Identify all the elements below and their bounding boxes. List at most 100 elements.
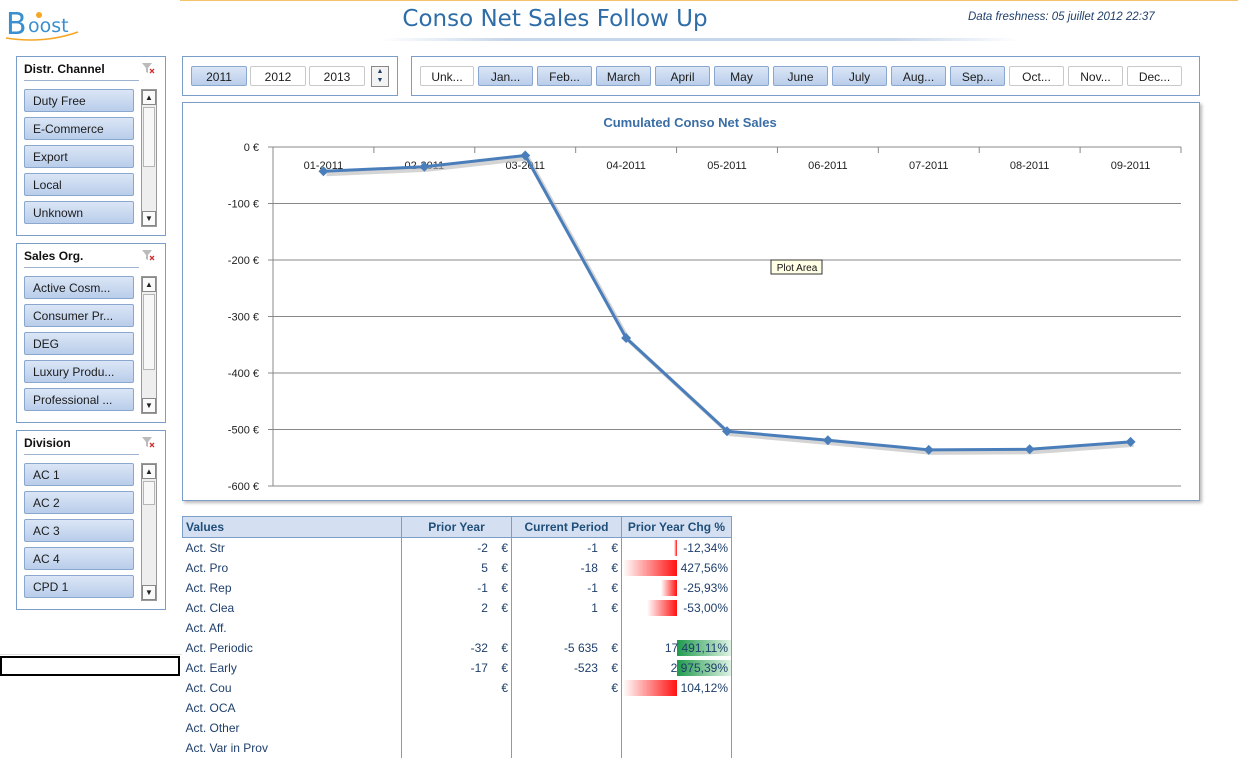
- row-label[interactable]: Act. OCA: [185, 701, 236, 715]
- chart-title: Cumulated Conso Net Sales: [603, 115, 776, 130]
- slicer-item[interactable]: AC 3: [24, 519, 134, 542]
- value: -1: [587, 541, 598, 555]
- month-button[interactable]: Feb...: [537, 66, 592, 86]
- row-label[interactable]: Act. Aff.: [185, 621, 227, 635]
- month-button[interactable]: June: [773, 66, 828, 86]
- clear-filter-icon[interactable]: [141, 249, 155, 261]
- row-label[interactable]: Act. Rep: [185, 581, 232, 595]
- prior-year-chg-cell: 2 975,39%: [621, 658, 732, 678]
- year-spinner[interactable]: ▲ ▼: [371, 66, 389, 87]
- month-button[interactable]: May: [714, 66, 769, 86]
- value: -1: [477, 581, 488, 595]
- month-button[interactable]: Dec...: [1127, 66, 1182, 86]
- prior-year-chg-cell: [621, 618, 732, 638]
- data-point[interactable]: [318, 166, 329, 177]
- slicer-item[interactable]: E-Commerce: [24, 117, 134, 140]
- row-label[interactable]: Act. Pro: [185, 561, 229, 575]
- percent-value: 17 491,11%: [664, 641, 728, 655]
- prior-year-chg-cell: -12,34%: [621, 537, 732, 558]
- slicer-item[interactable]: Unknown: [24, 201, 134, 224]
- slicer-item[interactable]: AC 4: [24, 547, 134, 570]
- boost-logo: B oost: [5, 7, 79, 42]
- slicer-item[interactable]: CPD 1: [24, 575, 134, 598]
- scroll-down-icon[interactable]: ▼: [142, 398, 156, 413]
- row-label[interactable]: Act. Periodic: [185, 641, 253, 655]
- row-label[interactable]: Act. Str: [185, 541, 225, 555]
- slicer-item[interactable]: Luxury Produ...: [24, 360, 134, 383]
- table-row: Act. Aff.: [183, 618, 732, 638]
- scroll-up-icon[interactable]: ▲: [142, 277, 156, 292]
- slicer-item[interactable]: AC 1: [24, 463, 134, 486]
- slicer-distr-channel: Distr. Channel Duty Free E-Commerce Expo…: [16, 56, 166, 236]
- scrollbar[interactable]: ▲ ▼: [141, 89, 157, 227]
- slicer-item[interactable]: Local: [24, 173, 134, 196]
- month-button[interactable]: April: [655, 66, 710, 86]
- title-underline: [380, 38, 1020, 41]
- row-label[interactable]: Act. Clea: [185, 601, 235, 615]
- col-header-values[interactable]: Values: [182, 516, 402, 538]
- slicer-item[interactable]: DEG: [24, 332, 134, 355]
- prior-year-cell: -32 €: [401, 638, 512, 658]
- spin-down-icon[interactable]: ▼: [376, 77, 384, 84]
- tooltip-text: Plot Area: [777, 263, 818, 274]
- month-button[interactable]: Sep...: [950, 66, 1005, 86]
- scroll-thumb[interactable]: [143, 107, 155, 167]
- data-point[interactable]: [1024, 444, 1035, 455]
- month-button[interactable]: Jan...: [478, 66, 533, 86]
- scroll-down-icon[interactable]: ▼: [142, 585, 156, 600]
- prior-year-chg-cell: [621, 738, 732, 758]
- y-tick-label: -100 €: [228, 199, 259, 211]
- data-point[interactable]: [722, 426, 732, 437]
- data-point[interactable]: [621, 332, 632, 343]
- data-point[interactable]: [520, 150, 531, 161]
- scroll-up-icon[interactable]: ▲: [142, 464, 156, 479]
- month-button[interactable]: Aug...: [891, 66, 946, 86]
- current-period-cell: [511, 618, 622, 638]
- clear-filter-icon[interactable]: [141, 62, 155, 74]
- scroll-down-icon[interactable]: ▼: [142, 211, 156, 226]
- row-label[interactable]: Act. Early: [185, 661, 237, 675]
- prior-year-cell: [401, 738, 512, 758]
- slicer-item[interactable]: Duty Free: [24, 89, 134, 112]
- current-period-cell: -1 €: [511, 537, 622, 558]
- slicer-item[interactable]: Professional ...: [24, 388, 134, 411]
- data-point[interactable]: [822, 435, 833, 446]
- slicer-item[interactable]: AC 2: [24, 491, 134, 514]
- selected-cell[interactable]: [0, 656, 180, 676]
- x-tick-label: 05-2011: [707, 160, 747, 172]
- row-label[interactable]: Act. Other: [185, 721, 240, 735]
- year-button[interactable]: 2011: [191, 66, 247, 86]
- scroll-thumb[interactable]: [143, 294, 155, 370]
- data-point[interactable]: [419, 161, 430, 172]
- series-line: [323, 153, 1131, 452]
- scrollbar[interactable]: ▲ ▼: [141, 276, 157, 414]
- scroll-up-icon[interactable]: ▲: [142, 90, 156, 105]
- year-button[interactable]: 2013: [309, 66, 365, 86]
- data-bar: [677, 640, 731, 656]
- slicer-item[interactable]: Consumer Pr...: [24, 304, 134, 327]
- row-label[interactable]: Act. Cou: [185, 681, 232, 695]
- scrollbar[interactable]: ▲ ▼: [141, 463, 157, 601]
- year-button[interactable]: 2012: [250, 66, 306, 86]
- slicer-title: Sales Org.: [24, 249, 84, 263]
- scroll-thumb[interactable]: [143, 481, 155, 505]
- current-period-cell: -1 €: [511, 578, 622, 598]
- data-point[interactable]: [1125, 436, 1136, 447]
- col-header-current-period[interactable]: Current Period: [511, 516, 622, 538]
- data-point[interactable]: [923, 444, 934, 455]
- prior-year-cell: -2 €: [401, 537, 512, 558]
- month-button[interactable]: March: [596, 66, 651, 86]
- slicer-item[interactable]: Export: [24, 145, 134, 168]
- svg-text:oost: oost: [28, 15, 69, 37]
- col-header-prior-year[interactable]: Prior Year: [401, 516, 512, 538]
- row-label[interactable]: Act. Var in Prov: [185, 741, 268, 755]
- month-button[interactable]: July: [832, 66, 887, 86]
- month-button[interactable]: Nov...: [1068, 66, 1123, 86]
- slicer-item[interactable]: Active Cosm...: [24, 276, 134, 299]
- clear-filter-icon[interactable]: [141, 436, 155, 448]
- spin-up-icon[interactable]: ▲: [376, 68, 384, 75]
- month-button[interactable]: Oct...: [1009, 66, 1064, 86]
- currency: €: [501, 661, 508, 675]
- month-button[interactable]: Unk...: [420, 66, 474, 86]
- col-header-prior-year-chg[interactable]: Prior Year Chg %: [621, 516, 732, 538]
